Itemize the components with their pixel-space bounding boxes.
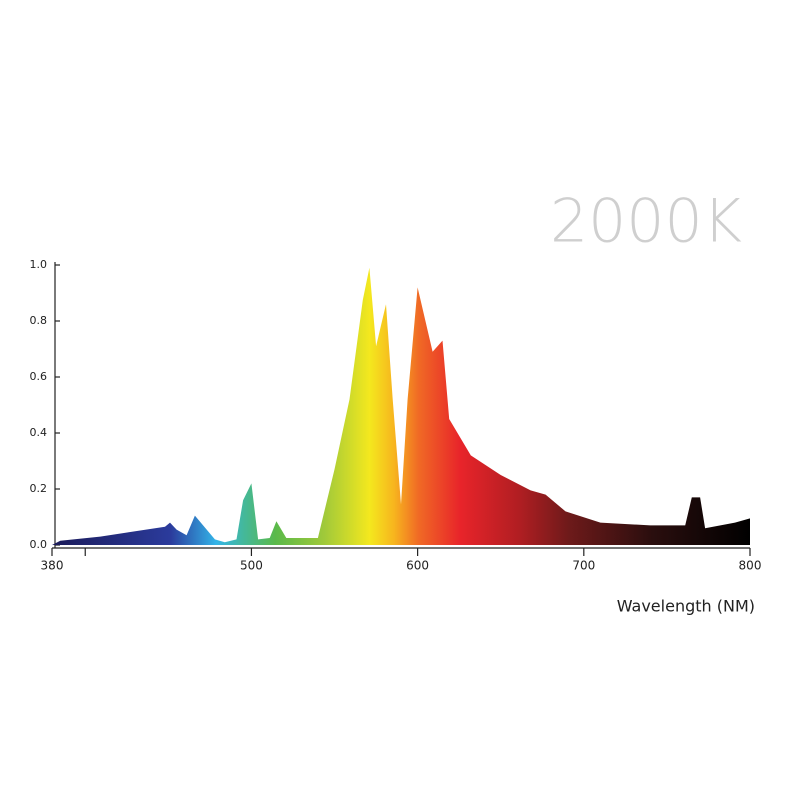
- chart-title: 2000K: [550, 187, 742, 257]
- x-tick-label: 380: [41, 559, 64, 573]
- y-tick-label: 0.4: [30, 426, 48, 439]
- x-axis-label: Wavelength (NM): [617, 597, 755, 616]
- y-tick-label: 1.0: [30, 258, 48, 271]
- x-tick-label: 800: [739, 559, 762, 573]
- x-tick-label: 500: [240, 559, 263, 573]
- x-tick-label: 600: [406, 559, 429, 573]
- y-tick-label: 0.8: [30, 314, 48, 327]
- spectrum-area: [52, 267, 750, 545]
- y-tick-label: 0.2: [30, 482, 48, 495]
- x-tick-label: 700: [572, 559, 595, 573]
- y-tick-label: 0.0: [30, 538, 48, 551]
- y-tick-label: 0.6: [30, 370, 48, 383]
